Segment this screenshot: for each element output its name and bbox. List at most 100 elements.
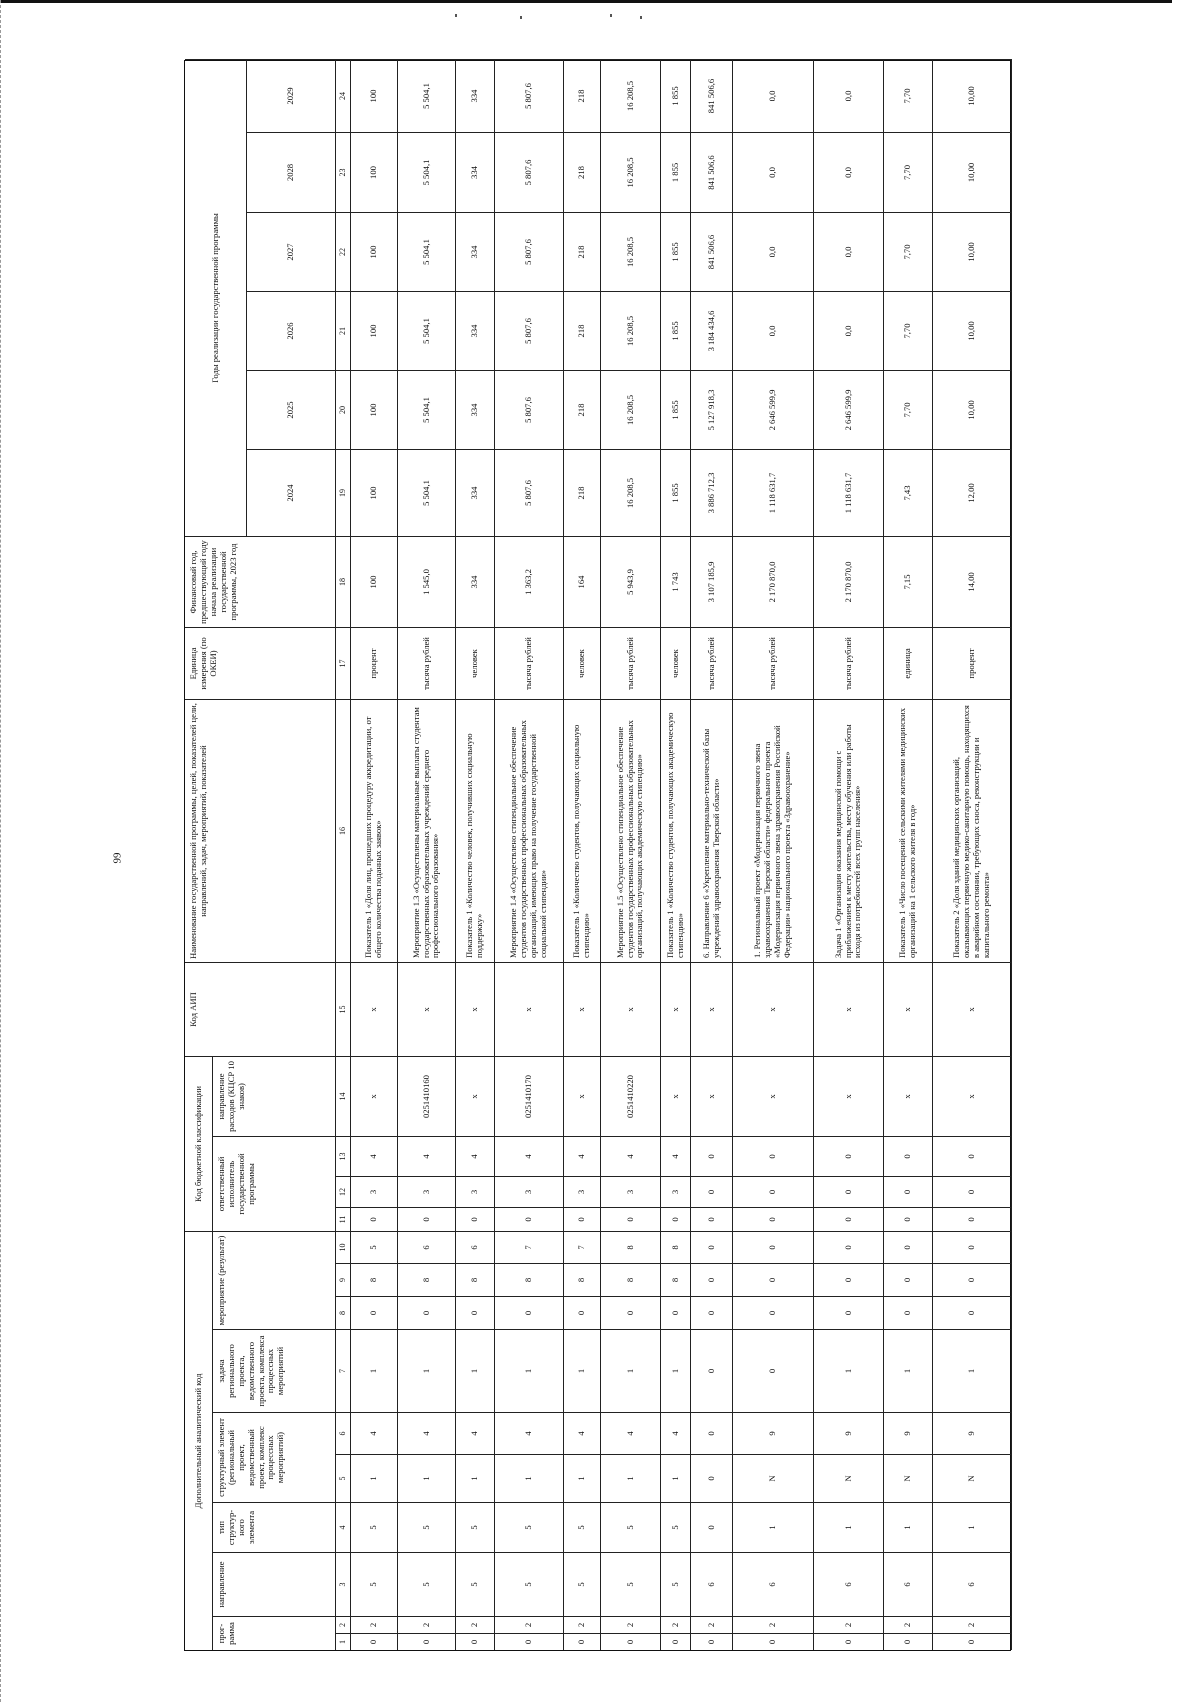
code-cell: 0 [814,1231,884,1263]
row-unit: тысяча рублей [495,627,564,699]
row-unit: процент [351,627,398,699]
code-cell: 5 [351,1552,398,1616]
code-cell: 0 [351,1296,398,1329]
code-cell: 0 [884,1263,933,1296]
header-years-group: Годы реализации государственной программ… [185,59,247,536]
code-cell: 0 [601,1207,661,1231]
column-number: 15 [336,962,351,1056]
value-cell: 0,0 [814,59,884,132]
column-number: 17 [336,627,351,699]
header-measure: мероприятие (результат) [213,1231,336,1329]
row-unit: человек [456,627,495,699]
header-year: 2029 [247,59,336,132]
code-cell: 1 [351,1454,398,1502]
value-cell: 10,00 [933,291,1012,370]
code-cell: 4 [661,1412,691,1454]
value-cell: 7,70 [884,212,933,291]
code-cell: x [456,1056,495,1136]
header-task: задача регионального проекта, ведомствен… [213,1329,336,1412]
value-cell: 100 [351,449,398,536]
code-cell: 0 [601,1633,661,1650]
column-number: 1 [336,1633,351,1650]
code-cell: 0 [733,1207,814,1231]
code-cell: 5 [456,1502,495,1552]
code-cell: N [933,1454,1012,1502]
value-cell: 5 504,1 [398,59,456,132]
row-name: Показатель 2 «Доля зданий медицинских ор… [933,699,1012,962]
code-cell: 5 [564,1552,601,1616]
header-program: прог-рамма [213,1616,336,1650]
column-number: 19 [336,449,351,536]
code-cell: 0 [564,1207,601,1231]
value-cell: 0,0 [733,291,814,370]
code-cell: 0 [661,1296,691,1329]
value-cell: 16 208,5 [601,59,661,132]
value-cell: 2 170 870,0 [733,536,814,627]
value-cell: 16 208,5 [601,212,661,291]
value-cell: 2 170 870,0 [814,536,884,627]
code-cell: 0 [814,1633,884,1650]
code-cell: x [884,1056,933,1136]
code-cell: 0 [564,1296,601,1329]
code-cell: x [601,962,661,1056]
scan-speck [520,16,522,19]
column-number: 8 [336,1296,351,1329]
code-cell: 8 [456,1263,495,1296]
column-number: 23 [336,132,351,212]
code-cell: 4 [495,1412,564,1454]
code-cell: x [691,1056,733,1136]
value-cell: 7,70 [884,59,933,132]
code-cell: 5 [398,1502,456,1552]
code-cell: 0 [564,1633,601,1650]
header-kcsr: направление расходов (КЦСР 10 знаков) [213,1056,336,1136]
value-cell: 218 [564,212,601,291]
code-cell: x [564,1056,601,1136]
value-cell: 10,00 [933,59,1012,132]
code-cell: 2 [661,1616,691,1633]
value-cell: 5 943,9 [601,536,661,627]
code-cell: x [456,962,495,1056]
value-cell: 7,15 [884,536,933,627]
code-cell: x [351,962,398,1056]
code-cell: x [691,962,733,1056]
code-cell: 0 [691,1329,733,1412]
code-cell: 0 [661,1633,691,1650]
header-year: 2026 [247,291,336,370]
code-cell: 6 [814,1552,884,1616]
column-number: 11 [336,1207,351,1231]
code-cell: 1 [456,1329,495,1412]
column-number: 22 [336,212,351,291]
code-cell: 8 [661,1231,691,1263]
code-cell: 0 [884,1207,933,1231]
code-cell: 5 [564,1502,601,1552]
code-cell: 1 [601,1454,661,1502]
value-cell: 2 646 599,9 [733,370,814,449]
value-cell: 0,0 [733,212,814,291]
value-cell: 164 [564,536,601,627]
code-cell: 1 [884,1329,933,1412]
row-unit: человек [661,627,691,699]
header-year: 2025 [247,370,336,449]
code-cell: 1 [661,1454,691,1502]
code-cell: 0 [933,1263,1012,1296]
header-name: Наименование государственной программы, … [185,699,336,962]
code-cell: x [495,962,564,1056]
code-cell: 0 [691,1176,733,1207]
value-cell: 334 [456,291,495,370]
row-name: Показатель 1 «Доля лиц, прошедших процед… [351,699,398,962]
code-cell: x [661,1056,691,1136]
code-cell: 1 [495,1454,564,1502]
scan-speck [610,14,612,17]
code-cell: 0 [884,1176,933,1207]
code-cell: 6 [398,1231,456,1263]
code-cell: 1 [661,1329,691,1412]
scan-left-edge [0,0,2,1702]
row-unit: тысяча рублей [601,627,661,699]
code-cell: 5 [495,1502,564,1552]
code-cell: 7 [495,1231,564,1263]
value-cell: 100 [351,212,398,291]
code-cell: 0251410170 [495,1056,564,1136]
code-cell: 0 [456,1296,495,1329]
code-cell: 5 [661,1552,691,1616]
code-cell: 9 [814,1412,884,1454]
